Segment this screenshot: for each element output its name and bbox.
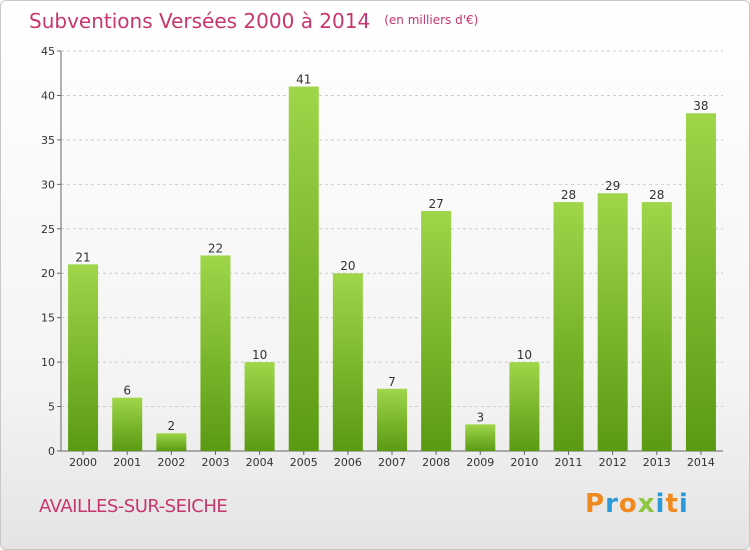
data-label: 29 xyxy=(605,179,620,193)
data-label: 28 xyxy=(561,188,576,202)
x-tick-label: 2007 xyxy=(378,456,406,469)
x-tick-label: 2001 xyxy=(113,456,141,469)
data-label: 6 xyxy=(123,384,131,398)
x-tick-label: 2014 xyxy=(687,456,715,469)
logo-letter: r xyxy=(605,489,619,519)
bar xyxy=(112,397,143,451)
bar xyxy=(509,362,540,451)
x-tick-label: 2009 xyxy=(466,456,494,469)
y-tick-label: 45 xyxy=(41,45,55,58)
y-tick-label: 40 xyxy=(41,89,55,102)
chart-subtitle: (en milliers d'€) xyxy=(384,13,479,27)
data-label: 20 xyxy=(340,259,355,273)
bar xyxy=(288,86,319,452)
x-tick-label: 2012 xyxy=(599,456,627,469)
y-tick-label: 15 xyxy=(41,312,55,325)
y-tick-label: 30 xyxy=(41,178,55,191)
data-label: 10 xyxy=(517,348,532,362)
data-label: 3 xyxy=(476,410,484,424)
x-tick-label: 2005 xyxy=(290,456,318,469)
logo-letter: i xyxy=(678,489,689,519)
data-label: 27 xyxy=(428,197,443,211)
x-tick-label: 2006 xyxy=(334,456,362,469)
bar xyxy=(685,113,716,451)
bar xyxy=(332,273,363,451)
logo-letter: P xyxy=(585,489,606,519)
bar xyxy=(244,362,275,451)
bar xyxy=(68,264,99,451)
data-label: 2 xyxy=(168,419,176,433)
bar xyxy=(641,202,672,451)
data-label: 38 xyxy=(693,99,708,113)
chart-title: Subventions Versées 2000 à 2014 (en milli… xyxy=(29,9,478,33)
bar xyxy=(376,388,408,451)
y-tick-label: 35 xyxy=(41,134,55,147)
chart-title-text: Subventions Versées 2000 à 2014 xyxy=(29,9,371,33)
x-tick-label: 2002 xyxy=(157,456,185,469)
x-tick-label: 2004 xyxy=(246,456,274,469)
proxiti-logo: Proxiti xyxy=(585,489,689,519)
data-label: 28 xyxy=(649,188,664,202)
bar xyxy=(597,193,628,451)
data-label: 10 xyxy=(252,348,267,362)
x-tick-label: 2008 xyxy=(422,456,450,469)
x-tick-label: 2003 xyxy=(201,456,229,469)
bar xyxy=(421,211,452,451)
y-tick-label: 20 xyxy=(41,267,55,280)
data-label: 7 xyxy=(388,375,396,389)
x-tick-label: 2010 xyxy=(510,456,538,469)
bar xyxy=(465,424,496,451)
logo-letter: x xyxy=(637,489,656,519)
logo-letter: i xyxy=(655,489,666,519)
data-label: 41 xyxy=(296,73,311,87)
y-tick-label: 10 xyxy=(41,356,55,369)
bar xyxy=(553,202,584,451)
x-tick-label: 2000 xyxy=(69,456,97,469)
y-tick-label: 5 xyxy=(48,401,55,414)
logo-letter: o xyxy=(618,489,638,519)
data-label: 21 xyxy=(75,250,90,264)
x-tick-label: 2011 xyxy=(555,456,583,469)
x-tick-label: 2013 xyxy=(643,456,671,469)
logo-letter: t xyxy=(665,489,679,519)
y-tick-label: 0 xyxy=(48,445,55,458)
data-label: 22 xyxy=(208,241,223,255)
bar xyxy=(200,255,231,451)
y-tick-label: 25 xyxy=(41,223,55,236)
commune-name: AVAILLES-SUR-SEICHE xyxy=(39,496,228,517)
bar xyxy=(156,433,187,451)
